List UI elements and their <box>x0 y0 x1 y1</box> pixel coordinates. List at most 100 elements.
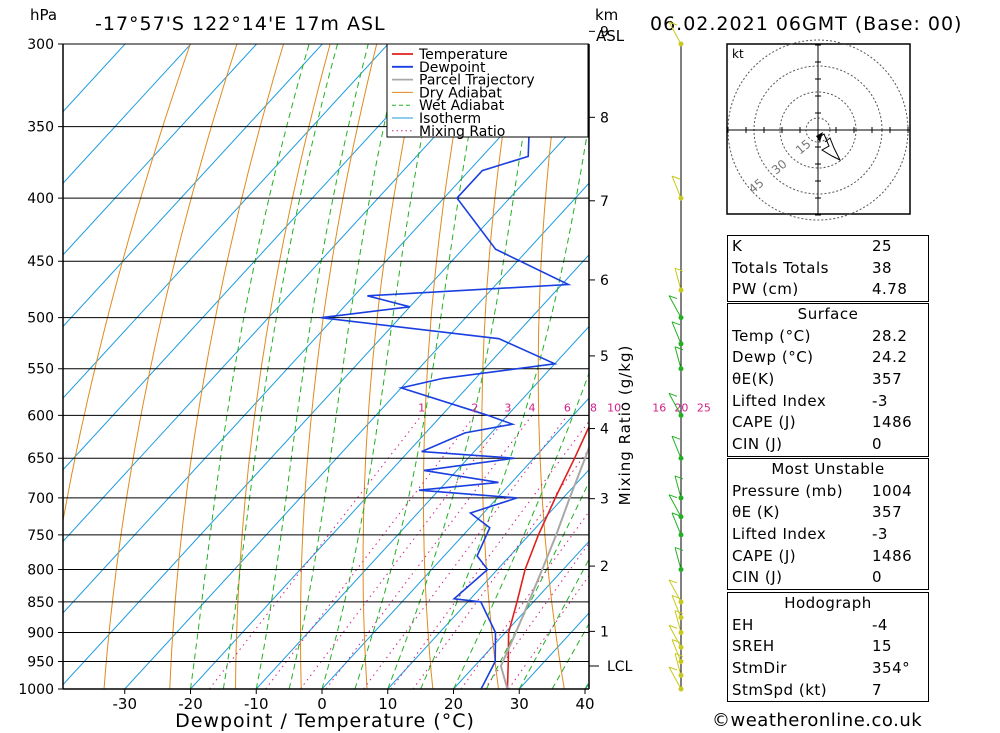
height-tick-label: 1 <box>600 624 609 640</box>
mixing-ratio-label: 8 <box>590 401 597 414</box>
wind-barb <box>671 595 682 618</box>
isotherm-line <box>63 44 324 328</box>
height-tick-label: 6 <box>600 273 609 289</box>
dry-adiabat-line <box>935 7 1000 689</box>
surface-row: θE(K) 357 <box>732 370 903 389</box>
isotherm-line <box>124 182 589 689</box>
pressure-tick-label: 750 <box>27 528 54 544</box>
isotherm-line <box>190 254 589 689</box>
storm-motion-marker <box>816 132 823 142</box>
legend-label: Wet Adiabat <box>419 98 505 114</box>
axes: -30 -20 -10 0 10 20 30 40 1 2 3 4 5 6 7 8 9 LCL <box>62 24 633 713</box>
pressure-tick-label: 550 <box>27 362 54 378</box>
x-tick-label: 30 <box>510 695 529 713</box>
height-tick-label: 4 <box>600 422 609 438</box>
dry-adiabat-line <box>646 7 696 689</box>
x-tick-label: 20 <box>444 695 463 713</box>
dry-adiabat-line <box>980 7 1000 689</box>
mixing-ratio-label: 3 <box>504 401 511 414</box>
wet-adiabat-line <box>321 44 442 689</box>
wind-barb <box>668 21 682 45</box>
pressure-tick-label: 800 <box>27 562 54 578</box>
legend-label: Parcel Trajectory <box>419 73 535 89</box>
pressure-tick-label: 850 <box>27 595 54 611</box>
mu-row: Lifted Index -3 <box>732 525 888 544</box>
mixing-ratio-line <box>265 414 476 689</box>
mixing-ratio-label: 16 <box>652 401 666 414</box>
isotherm-line <box>387 469 589 689</box>
wind-barb <box>668 295 682 318</box>
surface-title: Surface <box>797 305 859 323</box>
wind-profile <box>668 21 684 692</box>
sounding-series <box>320 44 589 689</box>
legend-label: Mixing Ratio <box>419 124 505 140</box>
mixing-ratio-line <box>508 574 589 689</box>
wind-barb <box>671 639 682 662</box>
pressure-tick-label: 950 <box>27 655 54 671</box>
legend-label: Dry Adiabat <box>419 85 502 101</box>
pressure-tick-label: 900 <box>27 626 54 642</box>
parcel-trajectory-line <box>499 444 589 689</box>
wind-barb <box>668 393 682 416</box>
wet-adiabat-line <box>453 371 589 689</box>
x-tick-label: 0 <box>317 695 327 713</box>
wet-adiabat-line <box>255 44 369 689</box>
x-tick-label: 40 <box>575 695 594 713</box>
mixing-ratio-label: 4 <box>529 401 536 414</box>
mixing-ratio-label: 25 <box>697 401 711 414</box>
x-tick-label: -30 <box>113 695 138 713</box>
height-unit-asl: ASL <box>596 27 625 45</box>
dry-adiabat-line <box>235 44 331 689</box>
mixing-ratio-axis-label: Mixing Ratio (g/kg) <box>616 345 634 506</box>
location-label: -17°57'S 122°14'E 17m ASL <box>95 13 386 35</box>
height-tick-label: 5 <box>600 349 609 365</box>
wind-barb <box>674 610 682 633</box>
surface-row: Dewp (°C) 24.2 <box>732 348 908 367</box>
most-unstable-title: Most Unstable <box>771 460 885 478</box>
isotherm-line <box>63 44 192 185</box>
wind-barb <box>674 653 682 676</box>
hodo-row: StmDir 354° <box>732 659 911 678</box>
x-tick-label: -20 <box>178 695 203 713</box>
mixing-ratio-labels: 12346810162025 <box>418 401 711 414</box>
index-row-totals: Totals Totals 38 <box>732 258 893 277</box>
wind-barb <box>674 268 682 291</box>
wind-barb <box>671 436 682 459</box>
index-row-k: K 25 <box>732 237 893 255</box>
wet-adiabat-line <box>222 44 339 689</box>
wind-barb <box>674 475 682 499</box>
height-tick-label: 7 <box>600 194 609 210</box>
isotherm-line <box>63 44 389 399</box>
pressure-tick-label: 450 <box>27 254 54 270</box>
height-tick-label: 8 <box>600 110 609 126</box>
isotherm-line <box>255 325 589 689</box>
hodograph-unit: kt <box>732 47 744 61</box>
isotherm-line <box>63 44 455 471</box>
wind-barb <box>668 624 682 648</box>
pressure-tick-label: 1000 <box>18 682 54 698</box>
wind-barb <box>668 494 682 517</box>
wind-barb <box>671 321 682 344</box>
indices-table: K 25 Totals Totals 38 PW (cm) 4.78 <box>727 235 929 303</box>
wet-adiabat-line <box>288 44 403 689</box>
lcl-label: LCL <box>607 659 633 675</box>
mixing-ratio-label: 10 <box>607 401 621 414</box>
wet-adiabat-line <box>190 44 310 689</box>
legend-label: Isotherm <box>419 111 481 127</box>
mu-row: CAPE (J) 1486 <box>732 546 913 565</box>
temperature-line <box>506 424 589 689</box>
index-row-pw: PW (cm) 4.78 <box>732 280 908 299</box>
isotherm-line <box>63 44 126 113</box>
hodograph-table: Hodograph EH -4 SREH 15 StmDir 354° StmSpd … <box>727 592 929 703</box>
x-tick-label: 10 <box>378 695 397 713</box>
mu-row: θE (K) 357 <box>732 503 903 522</box>
mixing-ratio-label: 2 <box>471 401 478 414</box>
wet-adiabat-line <box>387 44 539 689</box>
wind-barb <box>668 666 682 690</box>
hodo-row: EH -4 <box>732 615 888 634</box>
height-unit-km: km <box>595 6 618 24</box>
wind-barb <box>674 346 682 369</box>
dewpoint-line <box>320 44 572 689</box>
